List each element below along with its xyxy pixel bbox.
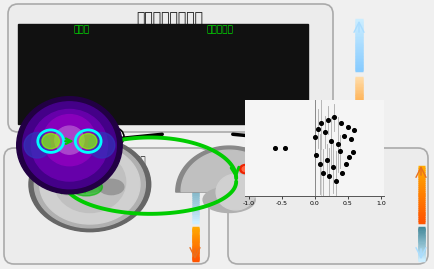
Text: 線条体: 線条体: [74, 26, 90, 34]
Ellipse shape: [89, 132, 115, 158]
Ellipse shape: [203, 187, 255, 213]
Point: [341, 133, 348, 138]
Ellipse shape: [40, 145, 140, 224]
Text: 安静時脳機能結合: 安静時脳機能結合: [137, 11, 204, 25]
Text: −: −: [327, 130, 337, 143]
Point: [272, 146, 279, 150]
Circle shape: [240, 164, 251, 174]
Ellipse shape: [34, 141, 145, 228]
Ellipse shape: [24, 132, 50, 158]
Point: [315, 126, 322, 131]
Point: [336, 149, 343, 154]
Point: [339, 171, 346, 175]
Bar: [77, 182, 89, 193]
Ellipse shape: [55, 126, 84, 154]
Point: [344, 125, 351, 129]
Point: [312, 153, 319, 157]
Point: [348, 137, 355, 141]
Point: [311, 135, 318, 140]
Ellipse shape: [31, 109, 108, 181]
Circle shape: [79, 133, 97, 149]
Point: [343, 162, 350, 166]
Ellipse shape: [56, 179, 81, 195]
Point: [321, 130, 328, 134]
FancyBboxPatch shape: [228, 148, 428, 264]
Bar: [18, 24, 308, 124]
FancyBboxPatch shape: [4, 148, 209, 264]
Point: [332, 179, 339, 183]
Point: [281, 146, 288, 150]
Point: [338, 121, 345, 125]
Ellipse shape: [99, 179, 124, 195]
Ellipse shape: [54, 151, 126, 213]
Ellipse shape: [70, 178, 102, 196]
Point: [323, 158, 330, 162]
Point: [328, 139, 335, 143]
Polygon shape: [176, 146, 283, 192]
Ellipse shape: [43, 115, 96, 166]
Point: [318, 121, 325, 125]
Point: [329, 165, 336, 169]
Circle shape: [323, 128, 341, 146]
Point: [334, 142, 341, 147]
Point: [324, 118, 331, 122]
Point: [349, 150, 356, 154]
Point: [351, 128, 358, 133]
Circle shape: [106, 128, 124, 146]
Point: [345, 155, 352, 159]
Ellipse shape: [29, 137, 151, 232]
Point: [326, 174, 333, 178]
Circle shape: [242, 167, 249, 172]
Circle shape: [42, 133, 59, 149]
Text: 前部帯状回: 前部帯状回: [207, 26, 233, 34]
Point: [319, 171, 326, 175]
Point: [316, 162, 323, 166]
Point: [331, 115, 338, 119]
Ellipse shape: [216, 174, 255, 210]
Text: +: +: [110, 130, 120, 143]
Text: 優越の錯覚: 優越の錯覚: [312, 155, 345, 165]
Ellipse shape: [17, 97, 122, 194]
FancyBboxPatch shape: [8, 4, 333, 132]
Ellipse shape: [23, 102, 116, 189]
Circle shape: [246, 185, 251, 189]
Ellipse shape: [72, 172, 108, 192]
Text: 線条体ドーパミンD2受容体密度: 線条体ドーパミンD2受容体密度: [62, 155, 146, 165]
Polygon shape: [181, 150, 277, 192]
